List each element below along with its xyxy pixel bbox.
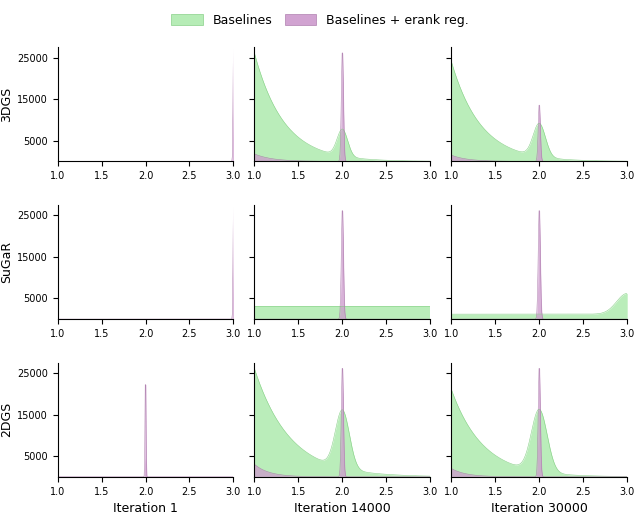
Y-axis label: 2DGS: 2DGS (0, 402, 13, 438)
X-axis label: Iteration 14000: Iteration 14000 (294, 502, 391, 515)
Legend: Baselines, Baselines + erank reg.: Baselines, Baselines + erank reg. (166, 9, 474, 32)
Y-axis label: 3DGS: 3DGS (0, 86, 13, 122)
Y-axis label: SuGaR: SuGaR (0, 241, 13, 283)
X-axis label: Iteration 30000: Iteration 30000 (491, 502, 588, 515)
X-axis label: Iteration 1: Iteration 1 (113, 502, 178, 515)
